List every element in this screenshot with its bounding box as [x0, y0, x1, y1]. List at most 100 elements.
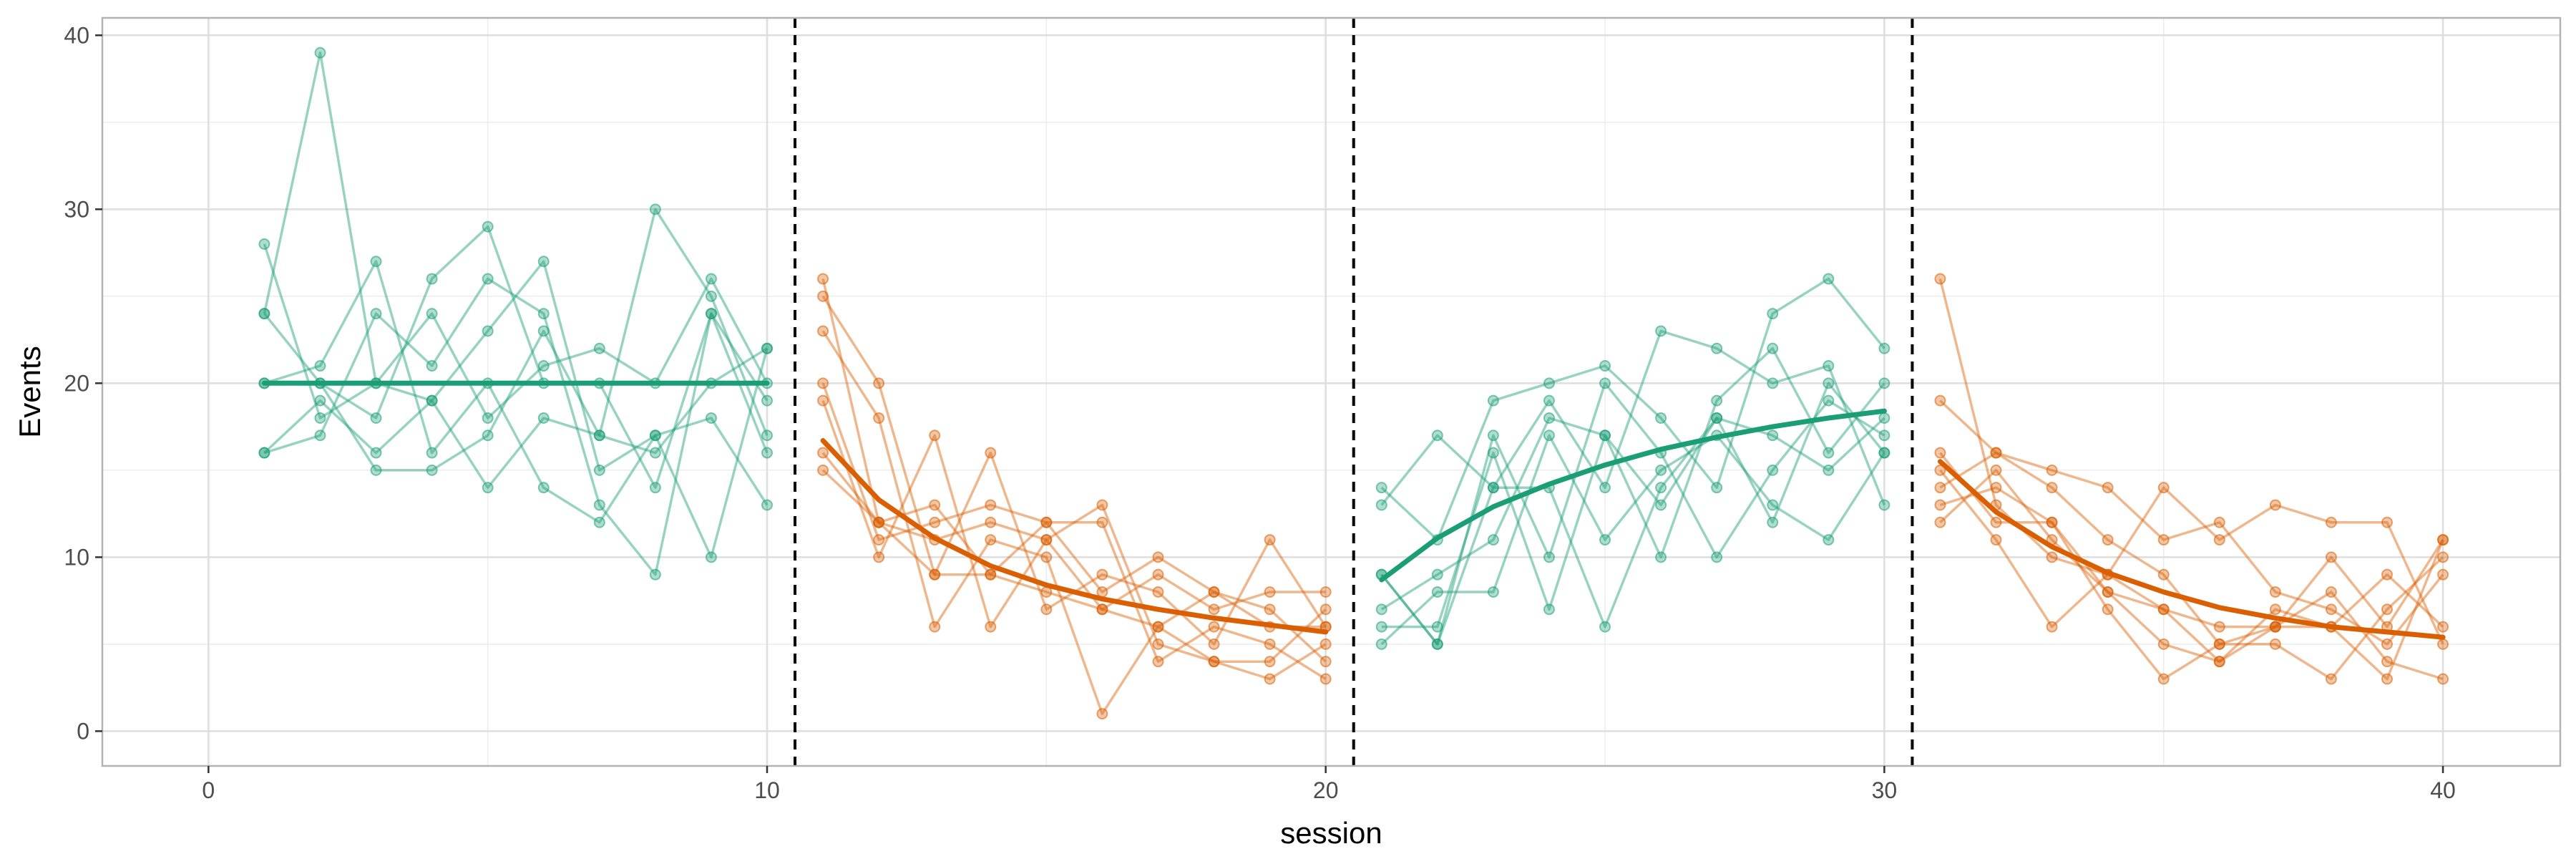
data-point [1375, 621, 1387, 633]
data-point [426, 447, 438, 459]
data-point [1543, 394, 1555, 407]
data-point [1711, 412, 1723, 424]
data-point [1823, 360, 1835, 372]
data-point [1878, 430, 1890, 442]
data-point [873, 377, 885, 389]
data-point [1096, 516, 1108, 528]
x-tick-label: 20 [1313, 777, 1339, 803]
data-point [1543, 603, 1555, 616]
series-line [1939, 469, 2444, 681]
data-point [2269, 638, 2281, 650]
data-point [1264, 656, 1276, 668]
series-line [263, 260, 769, 559]
data-point [482, 325, 494, 337]
data-point [1990, 464, 2002, 476]
axis-ticks: 0 10 20 30 40 0 10 20 30 40 [64, 22, 2455, 803]
data-point [929, 499, 941, 511]
data-point [2046, 621, 2058, 633]
data-point [761, 447, 774, 459]
data-point [1096, 603, 1108, 616]
series-line [1380, 417, 1885, 646]
data-point [1487, 447, 1499, 459]
data-point [1487, 482, 1499, 494]
data-point [1208, 586, 1220, 598]
data-point [817, 273, 829, 285]
data-point [1152, 551, 1164, 563]
data-point [1990, 447, 2002, 459]
data-point [985, 621, 997, 633]
data-point [1767, 499, 1779, 511]
data-point [1990, 516, 2002, 528]
data-point [2437, 673, 2449, 685]
data-point [537, 325, 550, 337]
data-point [649, 447, 661, 459]
data-point [1711, 551, 1723, 563]
series-line [1381, 382, 1885, 629]
data-point [2269, 621, 2281, 633]
data-point [593, 516, 605, 528]
data-point [761, 430, 774, 442]
data-point [426, 360, 438, 372]
series-line [1939, 452, 2444, 681]
data-point [817, 464, 829, 476]
data-point [1040, 516, 1053, 528]
data-point [1711, 482, 1723, 494]
data-point [2437, 621, 2449, 633]
data-point [1543, 430, 1555, 442]
data-point [2102, 482, 2114, 494]
data-point [1096, 568, 1108, 581]
data-point [1040, 551, 1053, 563]
data-point [1934, 516, 1946, 528]
data-point [1655, 482, 1667, 494]
y-tick-label: 20 [64, 370, 89, 396]
data-point [1767, 464, 1779, 476]
data-point [2213, 516, 2225, 528]
data-point [2213, 638, 2225, 650]
data-point [1208, 638, 1220, 650]
data-point [2157, 638, 2170, 650]
data-point [370, 308, 382, 320]
data-point [2325, 551, 2337, 563]
data-point [1878, 447, 1890, 459]
data-point [1655, 412, 1667, 424]
data-point [1543, 377, 1555, 389]
series-line [821, 452, 1327, 663]
data-point [314, 47, 326, 59]
data-point [873, 516, 885, 528]
data-point [2325, 603, 2337, 616]
x-tick-label: 30 [1872, 777, 1898, 803]
data-point [1431, 621, 1443, 633]
data-point [1152, 656, 1164, 668]
data-point [2269, 603, 2281, 616]
data-point [1319, 656, 1332, 668]
data-point [2213, 621, 2225, 633]
data-point [482, 412, 494, 424]
data-point [817, 394, 829, 407]
data-point [1990, 534, 2002, 546]
data-point [817, 290, 829, 302]
data-point [2381, 516, 2393, 528]
data-point [537, 412, 550, 424]
data-point [1655, 551, 1667, 563]
data-point [1264, 673, 1276, 685]
data-point [593, 499, 605, 511]
data-point [1655, 325, 1667, 337]
data-point [2102, 534, 2114, 546]
data-point [1487, 586, 1499, 598]
data-point [1487, 430, 1499, 442]
data-point [1934, 464, 1946, 476]
data-point [1208, 621, 1220, 633]
data-point [705, 273, 717, 285]
x-tick-label: 10 [754, 777, 780, 803]
y-tick-label: 0 [77, 718, 89, 744]
data-point [258, 308, 270, 320]
data-point [2269, 586, 2281, 598]
data-point [2381, 603, 2393, 616]
data-point [705, 290, 717, 302]
data-point [985, 534, 997, 546]
phase-boundaries [794, 18, 1914, 766]
data-point [370, 464, 382, 476]
data-point [1040, 534, 1053, 546]
